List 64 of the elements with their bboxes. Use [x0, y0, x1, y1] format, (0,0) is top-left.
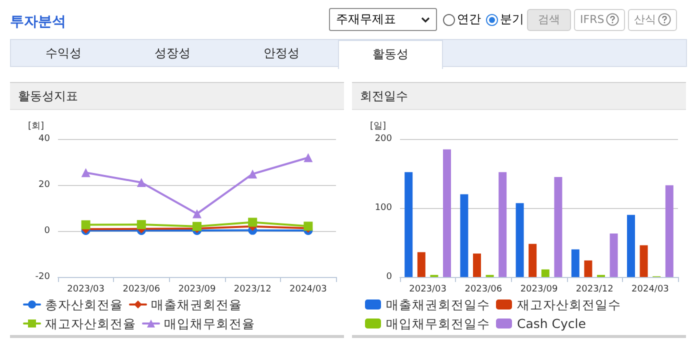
x-tick-label: 2023/03: [409, 284, 446, 294]
legend-label: Cash Cycle: [517, 316, 586, 331]
legend-label: 재고자산회전율: [45, 316, 136, 331]
y-tick-label: 40: [38, 134, 50, 144]
bar: [516, 203, 524, 277]
x-tick-label: 2023/06: [122, 284, 160, 294]
legend-label: 매입채무회전율: [164, 316, 255, 331]
y-tick-label: 0: [386, 272, 392, 282]
y-tick-label: 200: [374, 134, 392, 144]
y-tick-label: 100: [374, 203, 392, 213]
bar: [665, 185, 674, 277]
chart-title: 회전일수: [352, 83, 686, 110]
x-tick-label: 2023/09: [520, 284, 558, 294]
point: [81, 168, 90, 178]
x-tick-label: 2023/06: [464, 284, 502, 294]
text: 수익성: [44, 45, 82, 62]
text: 연간: [456, 11, 481, 28]
bar: [554, 176, 562, 277]
bar: [640, 245, 648, 277]
x-tick-label: 2024/03: [632, 284, 669, 294]
x-tick-label: 2023/12: [576, 284, 614, 294]
bar: [404, 172, 413, 277]
point: [248, 169, 258, 178]
point: [192, 209, 202, 218]
legend-label: 총자산회전율: [45, 297, 123, 312]
bar: [610, 234, 618, 277]
text: 산식: [628, 8, 678, 30]
x-tick-label: 2023/09: [178, 284, 216, 294]
legend-label: 매입채무회전일수: [386, 316, 490, 331]
point: [136, 220, 146, 230]
bar: [541, 269, 550, 277]
text: 검색: [527, 8, 571, 30]
chart-title: 활동성지표: [10, 83, 344, 110]
y-tick-label: 0: [44, 226, 50, 236]
point: [136, 178, 146, 187]
legend-label: 재고자산회전일수: [517, 297, 621, 312]
bar: [528, 244, 537, 277]
bar: [460, 194, 468, 277]
x-tick-label: 2024/03: [290, 284, 327, 294]
bar: [443, 149, 451, 277]
text: 활동성: [338, 40, 443, 69]
text: 주재무제표: [336, 11, 396, 28]
y-axis-title: [일]: [370, 122, 386, 132]
text: 분기: [499, 11, 524, 28]
bar: [627, 214, 635, 277]
legend-label: 매출채권회전일수: [386, 297, 490, 312]
bar: [571, 249, 580, 277]
point: [81, 220, 90, 230]
y-tick-label: 20: [38, 180, 50, 190]
legend-label: 매출채권회전율: [151, 297, 242, 312]
text: 성장성: [154, 45, 192, 62]
text: 투자분석: [10, 13, 66, 31]
bar: [498, 172, 507, 277]
bar: [473, 254, 481, 277]
point: [304, 153, 313, 162]
x-tick-label: 2023/12: [234, 284, 272, 294]
y-axis-title: [회]: [28, 122, 44, 132]
y-tick-label: -20: [35, 272, 50, 282]
x-tick-label: 2023/03: [67, 284, 104, 294]
point: [248, 218, 258, 227]
bar: [417, 252, 426, 277]
text: 안정성: [262, 45, 300, 62]
text: IFRS: [574, 8, 626, 30]
bar: [584, 260, 592, 277]
